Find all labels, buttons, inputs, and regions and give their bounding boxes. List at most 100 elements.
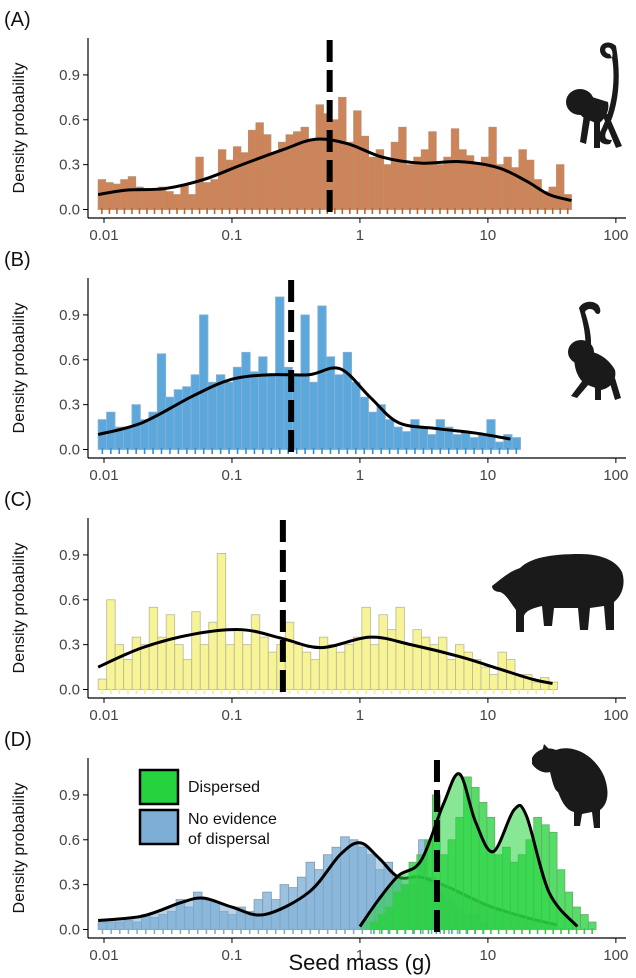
histogram-bar: [156, 353, 167, 450]
panel-label: (D): [4, 729, 32, 751]
histogram-bar: [258, 356, 268, 450]
histogram-bar: [401, 431, 412, 450]
y-tick-label: 0.0: [59, 202, 80, 219]
panel-0: (A) Density probability 0.0 0.3 0.6 0.9 0.01 0.…: [4, 9, 628, 244]
histogram-bar: [533, 179, 542, 210]
histogram-bar: [334, 374, 344, 450]
panel-label: (B): [4, 249, 31, 271]
histogram-bar: [157, 636, 167, 690]
legend-swatch: [138, 808, 180, 846]
panel-label: (A): [4, 9, 31, 31]
histogram-bar: [342, 351, 352, 450]
x-tick-label: 1: [356, 707, 364, 724]
histogram-bar: [398, 126, 407, 210]
histogram-bar: [112, 183, 122, 210]
y-tick-label: 0.9: [59, 547, 80, 564]
histogram-bar: [455, 644, 465, 690]
histogram-bar: [421, 636, 431, 690]
x-tick-label: 0.01: [89, 947, 118, 964]
histogram-bar: [384, 419, 395, 450]
histogram-bar: [150, 188, 159, 210]
histogram-bar: [420, 149, 430, 210]
y-tick-label: 0.3: [59, 877, 80, 894]
histogram-bar: [480, 666, 490, 690]
x-tick-label: 10: [480, 947, 497, 964]
legend-label: No evidence: [188, 811, 277, 828]
histogram-bar: [225, 644, 235, 690]
x-tick-label: 10: [480, 227, 497, 244]
spider-monkey-icon: [568, 301, 621, 400]
histogram-bar: [368, 411, 378, 450]
legend-swatch: [138, 768, 180, 806]
tapir-icon: [492, 554, 624, 632]
histogram-bar: [338, 96, 347, 210]
histogram-bar: [393, 426, 403, 450]
histogram-bar: [148, 606, 159, 690]
histogram-bar: [318, 636, 329, 690]
histogram-bar: [270, 152, 279, 210]
x-tick-label: 0.1: [222, 707, 243, 724]
y-tick-label: 0.9: [59, 787, 80, 804]
y-tick-label: 0.0: [59, 442, 80, 459]
histogram-bar: [180, 185, 189, 210]
y-tick-label: 0.3: [59, 637, 80, 654]
y-tick-label: 0.3: [59, 397, 80, 414]
histogram-bar: [413, 156, 422, 210]
y-tick-label: 0.0: [59, 922, 80, 939]
panel-1: (B) Density probability 0.0 0.3 0.6 0.9 0.01 0.…: [4, 249, 628, 484]
x-tick-label: 100: [603, 467, 628, 484]
histogram-bar: [458, 149, 467, 210]
legend-label: Dispersed: [188, 779, 260, 796]
histogram-bar: [105, 182, 114, 210]
histogram-bar: [410, 419, 420, 450]
histogram-bar: [199, 314, 209, 450]
histogram-bar: [489, 674, 499, 690]
x-tick-label: 0.01: [89, 227, 118, 244]
histogram-bar: [241, 351, 251, 450]
y-axis-title: Density probability: [11, 303, 28, 434]
x-tick-label: 1: [356, 467, 364, 484]
histogram-bar: [165, 191, 174, 210]
y-axis-title: Density probability: [11, 783, 28, 914]
histogram-bar: [369, 644, 380, 690]
histogram-bar: [327, 644, 337, 690]
histogram-bar: [255, 122, 264, 210]
histogram-bar: [352, 636, 363, 690]
histogram-bar: [511, 437, 521, 450]
histogram-bar: [267, 651, 278, 690]
histogram-bar: [315, 104, 324, 210]
histogram-bar: [207, 381, 217, 450]
density-curve: [97, 628, 553, 685]
x-tick-label: 0.01: [89, 707, 118, 724]
histogram-bar: [395, 606, 405, 690]
density-curve: [358, 772, 579, 928]
legend: Dispersed No evidence of dispersal: [138, 768, 277, 848]
monkey-icon: [566, 42, 622, 148]
y-tick-label: 0.6: [59, 352, 80, 369]
density-area: [359, 773, 578, 930]
series-0: [97, 96, 572, 214]
x-tick-label: 0.1: [222, 227, 243, 244]
y-tick-label: 0.6: [59, 592, 80, 609]
histogram-bar: [390, 141, 400, 210]
series-0: [97, 296, 521, 454]
histogram-bar: [308, 381, 319, 450]
x-tick-label: 10: [480, 467, 497, 484]
panel-2: (C) Density probability 0.0 0.3 0.6 0.9 0.01 0.…: [4, 489, 628, 724]
histogram-bar: [173, 389, 184, 450]
histogram-bar: [446, 659, 456, 690]
histogram-bar: [216, 553, 227, 690]
x-tick-label: 10: [480, 707, 497, 724]
histogram-bar: [165, 614, 176, 690]
histogram-bar: [405, 164, 415, 210]
series-0: [97, 553, 558, 694]
y-tick-label: 0.0: [59, 682, 80, 699]
density-curve: [97, 137, 572, 202]
histogram-bar: [199, 644, 210, 690]
x-tick-label: 1: [356, 227, 364, 244]
x-tick-label: 100: [603, 707, 628, 724]
x-tick-label: 0.01: [89, 467, 118, 484]
histogram-bar: [469, 437, 479, 450]
